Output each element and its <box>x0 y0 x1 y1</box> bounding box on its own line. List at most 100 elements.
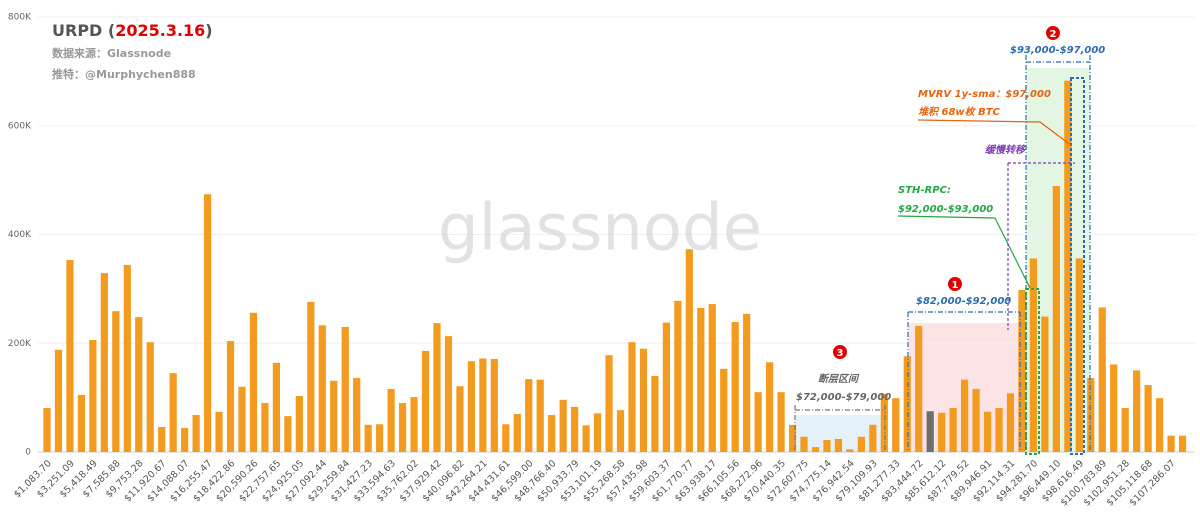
bar <box>341 326 349 452</box>
bar <box>169 373 177 452</box>
bar <box>307 301 315 452</box>
bar <box>1133 370 1141 452</box>
bar <box>433 323 441 452</box>
watermark: glassnode <box>438 192 762 266</box>
bar <box>249 312 258 452</box>
bar <box>100 273 108 452</box>
bar <box>938 412 946 452</box>
bar <box>582 425 590 452</box>
bar <box>903 356 911 452</box>
bar <box>444 336 453 452</box>
bar <box>777 392 785 452</box>
bar <box>1155 398 1164 452</box>
bar <box>1018 289 1026 452</box>
marker-circle <box>833 345 847 359</box>
bar <box>708 304 716 452</box>
bar <box>674 300 682 452</box>
bar <box>43 407 51 452</box>
bar <box>788 424 797 452</box>
bar <box>181 428 189 452</box>
annotation: 断层区间 <box>818 373 860 385</box>
y-tick-label: 400K <box>8 230 32 240</box>
bar <box>226 341 235 452</box>
marker-label: 3 <box>837 348 844 359</box>
annotation: MVRV 1y-sma：$97,000 <box>918 89 1051 100</box>
bar <box>628 342 636 452</box>
bar <box>834 438 843 452</box>
bar <box>112 311 120 452</box>
bar <box>983 411 992 452</box>
bar <box>376 424 384 452</box>
subtitle: 推特：@Murphychen888 <box>52 67 196 81</box>
bars <box>43 80 1187 453</box>
bar <box>410 397 418 452</box>
bar <box>89 339 97 452</box>
bar <box>421 350 430 452</box>
bar <box>77 394 86 452</box>
bar <box>720 368 728 452</box>
bar <box>1087 378 1095 452</box>
bar <box>616 410 625 452</box>
bar <box>123 264 131 452</box>
bar <box>892 398 900 452</box>
bar <box>857 436 865 452</box>
bar <box>593 413 602 452</box>
bar <box>697 307 705 452</box>
title-part: 2025.3.16 <box>115 21 205 40</box>
y-tick-label: 0 <box>25 448 31 458</box>
chart-title: URPD (2025.3.16) <box>52 21 213 40</box>
bar <box>846 449 854 452</box>
bar <box>353 378 361 452</box>
annotation: $92,000-$93,000 <box>898 204 993 215</box>
bar <box>215 411 223 452</box>
bar <box>880 393 888 452</box>
bar <box>1178 435 1187 452</box>
bar <box>651 375 659 452</box>
annotation: $82,000-$92,000 <box>916 296 1011 307</box>
y-tick-label: 600K <box>8 121 32 131</box>
y-tick-label: 200K <box>8 339 32 349</box>
annotation: $93,000-$97,000 <box>1010 45 1105 56</box>
bar <box>467 361 475 452</box>
annotation: $72,000-$79,000 <box>796 392 891 403</box>
bar <box>502 424 510 452</box>
bar <box>387 388 395 452</box>
bar <box>295 395 303 452</box>
annotation-lines <box>794 55 1091 455</box>
bar <box>823 440 831 452</box>
bar <box>203 194 212 452</box>
marker-circle <box>1046 26 1060 40</box>
bar <box>1006 393 1015 452</box>
bar <box>1144 385 1152 452</box>
bar <box>135 317 143 452</box>
bar <box>536 379 544 452</box>
bar <box>146 342 154 452</box>
bar <box>926 411 934 452</box>
marker-label: 1 <box>952 280 959 291</box>
bar <box>995 407 1003 452</box>
bar <box>743 313 751 452</box>
bar <box>479 358 487 452</box>
bar <box>1029 258 1038 452</box>
bar <box>1110 364 1118 452</box>
bar <box>1075 258 1083 452</box>
bar <box>559 399 567 452</box>
bar <box>869 424 877 452</box>
annotation: 缓慢转移 <box>985 144 1027 156</box>
annotation: 堆积 68w枚 BTC <box>918 106 1001 118</box>
bar <box>66 260 74 452</box>
bar <box>398 403 407 452</box>
bar <box>330 380 338 452</box>
bar <box>961 379 969 452</box>
bar <box>1098 307 1106 452</box>
bar <box>639 348 648 452</box>
bar <box>158 426 166 452</box>
marker-label: 2 <box>1050 29 1057 40</box>
bar <box>662 322 670 452</box>
y-tick-label: 800K <box>8 13 32 23</box>
bar <box>261 403 269 452</box>
title-part: URPD ( <box>52 21 115 40</box>
bar <box>915 325 923 452</box>
annotations: $82,000-$92,000 $93,000-$97,000 $72,000-$7… <box>796 26 1105 403</box>
